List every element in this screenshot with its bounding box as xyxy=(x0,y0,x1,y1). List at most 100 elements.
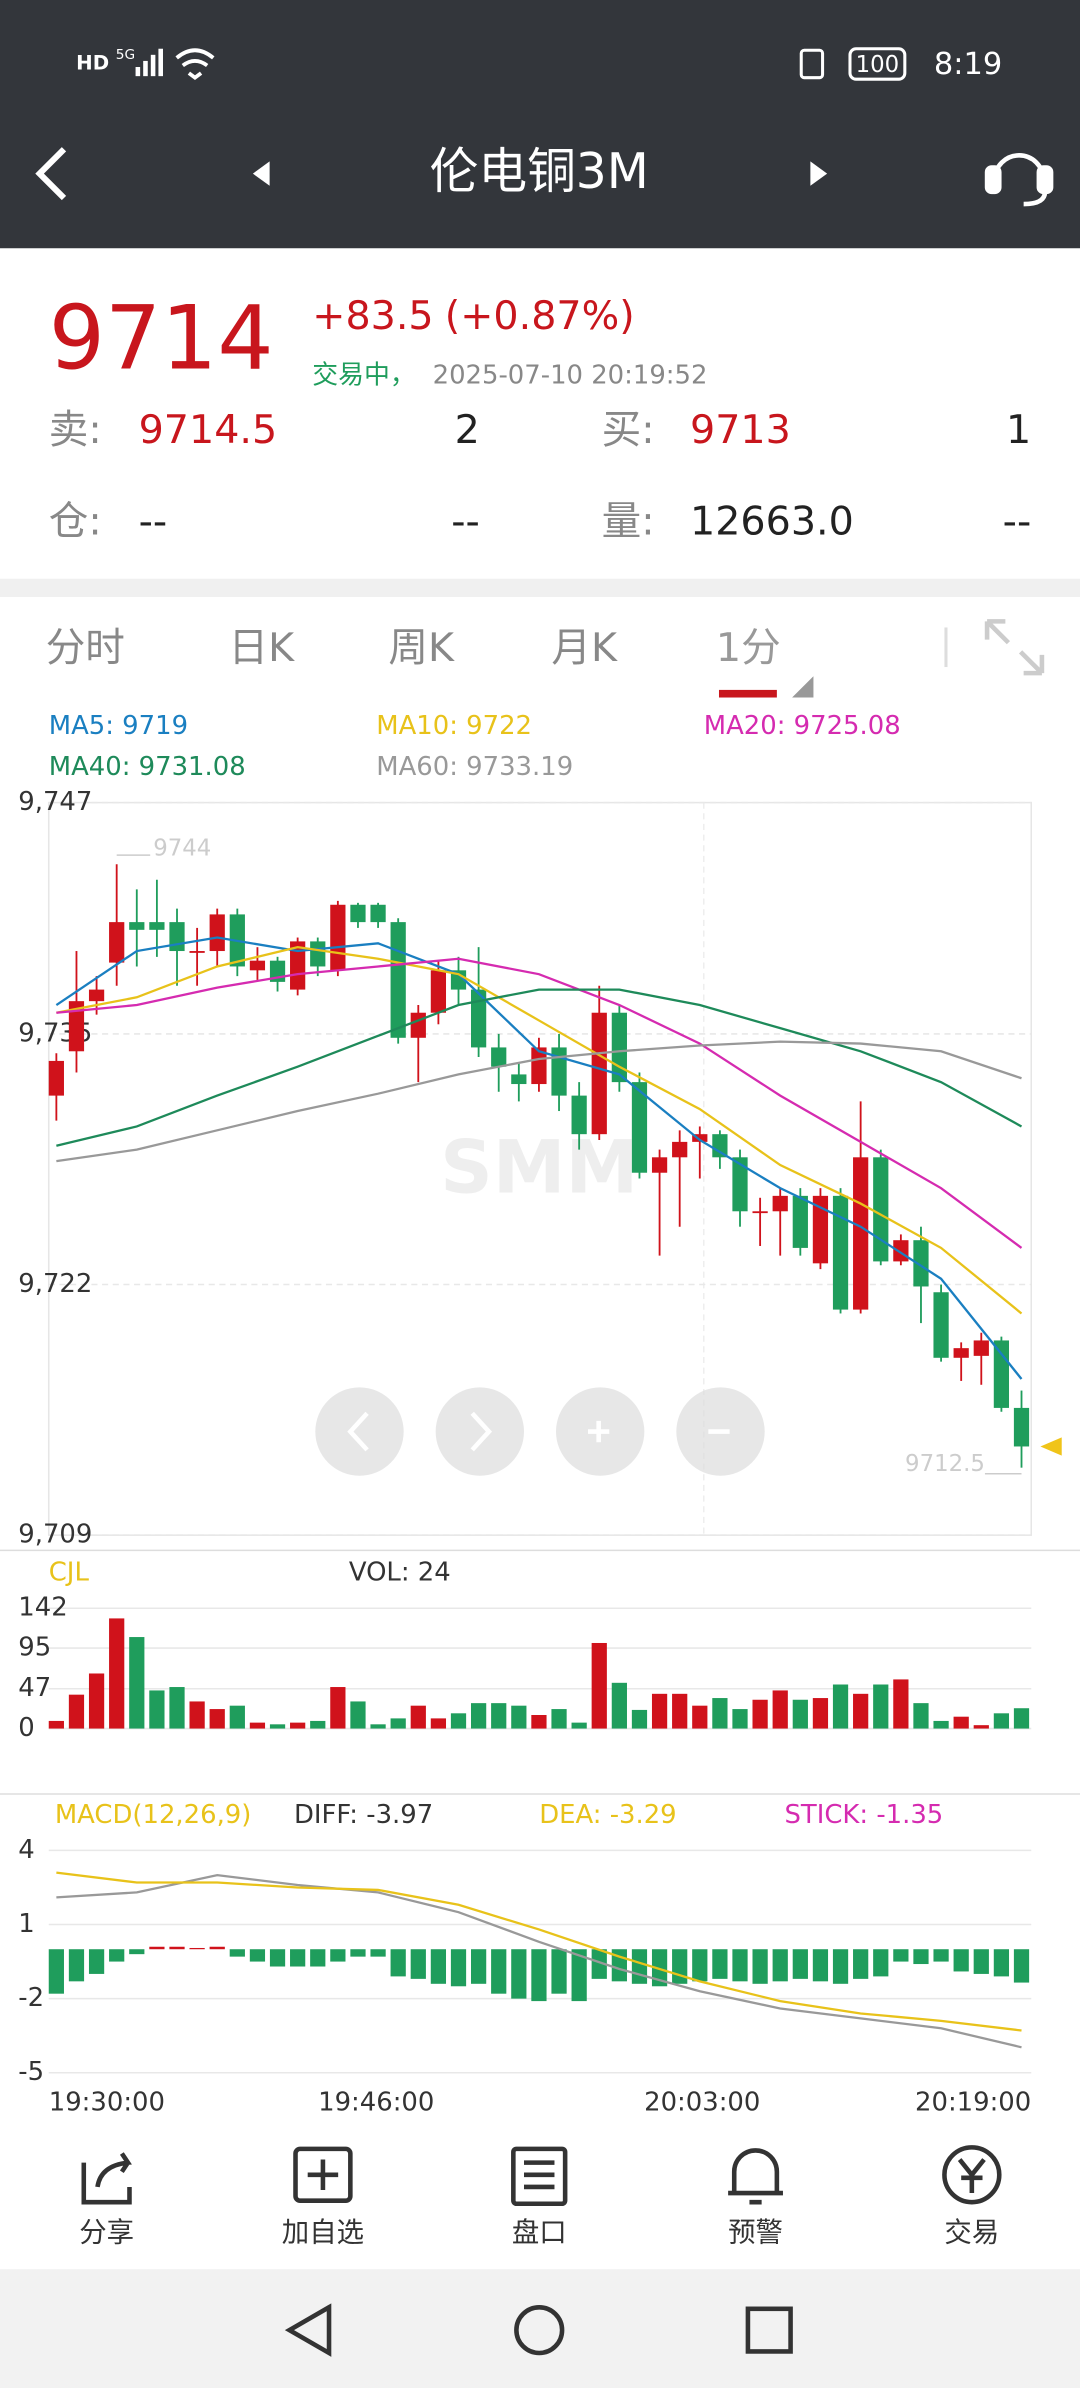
macd-bar xyxy=(853,1949,869,1979)
prev-button[interactable] xyxy=(252,161,270,186)
dea-label: DEA: -3.29 xyxy=(539,1800,676,1830)
low-label: 9712.5 xyxy=(905,1451,985,1477)
ma-line xyxy=(55,936,1023,1380)
ma-legend: MA40: 9731.08 xyxy=(49,752,246,782)
tab[interactable]: 分时 xyxy=(46,625,125,671)
chart-control[interactable] xyxy=(315,1387,404,1476)
next-button[interactable] xyxy=(810,161,828,186)
candle-body xyxy=(430,970,447,1013)
chart-control[interactable] xyxy=(435,1387,525,1476)
diff-line xyxy=(56,1873,1022,2049)
candle-body xyxy=(692,1134,708,1142)
volume-bar xyxy=(672,1693,688,1729)
candle-body xyxy=(330,904,346,971)
volume-bar xyxy=(933,1720,949,1729)
macd-bar xyxy=(88,1949,105,1974)
divider xyxy=(0,578,1080,597)
service-button[interactable] xyxy=(984,153,1054,207)
time-label: 20:03:00 xyxy=(644,2088,760,2118)
toolbar-alert[interactable]: 预警 xyxy=(728,2218,783,2249)
volume-bar xyxy=(68,1694,85,1729)
tab[interactable]: 周K xyxy=(388,625,455,671)
toolbar-trade[interactable]: 交易 xyxy=(944,2218,999,2249)
clock: 8:19 xyxy=(934,47,1002,82)
volume-bar xyxy=(209,1709,225,1729)
candle-body xyxy=(752,1211,768,1214)
macd-bar xyxy=(48,1949,64,1994)
volume-bar xyxy=(732,1709,748,1729)
tab-dropdown xyxy=(792,676,814,698)
y-tick-label: 1 xyxy=(18,1909,34,1939)
volume-bar xyxy=(832,1684,849,1729)
candle-body xyxy=(531,1047,547,1085)
nav-recent[interactable] xyxy=(745,2306,793,2354)
vol-label: 量: xyxy=(602,498,655,544)
volume-bar xyxy=(370,1724,386,1729)
volume-bar xyxy=(310,1720,326,1729)
macd-bar xyxy=(390,1949,406,1977)
candle-body xyxy=(712,1134,728,1158)
volume-bar xyxy=(330,1687,346,1729)
candle-body xyxy=(1013,1407,1030,1447)
candle-body xyxy=(310,941,326,967)
candle-body xyxy=(913,1240,929,1287)
candle-body xyxy=(953,1348,969,1358)
macd-bar xyxy=(631,1949,648,1984)
volume-bar xyxy=(692,1705,708,1729)
buy-label: 买: xyxy=(602,407,655,453)
candle-body xyxy=(350,904,366,923)
candle-body xyxy=(631,1082,648,1173)
macd-bar xyxy=(732,1949,748,1982)
y-tick-label: 9,722 xyxy=(18,1269,92,1299)
candle-body xyxy=(370,904,386,923)
macd-bar xyxy=(651,1949,668,1987)
macd-bar xyxy=(430,1949,447,1984)
volume-bar xyxy=(350,1701,366,1729)
macd-bar xyxy=(269,1949,286,1967)
buy-price: 9713 xyxy=(690,407,791,453)
toolbar-watch[interactable]: 加自选 xyxy=(282,2218,364,2249)
ma-legend: MA20: 9725.08 xyxy=(704,711,901,741)
header-bg xyxy=(0,0,1080,249)
chart-control-icon xyxy=(587,1420,610,1443)
battery: 100 xyxy=(856,52,900,78)
y-tick-label: 9,747 xyxy=(18,787,92,817)
macd-bar xyxy=(129,1949,145,1955)
toolbar-book[interactable]: 盘口 xyxy=(512,2218,567,2249)
y-tick-label: 47 xyxy=(18,1673,51,1703)
volume-bar xyxy=(571,1722,587,1729)
ma-legend: MA60: 9733.19 xyxy=(376,752,573,782)
volume-bar xyxy=(491,1703,507,1729)
macd-bar xyxy=(973,1949,989,1974)
back-button[interactable] xyxy=(35,147,67,201)
y-tick-label: 142 xyxy=(18,1593,67,1623)
macd-bar xyxy=(913,1949,929,1965)
sell-label: 卖: xyxy=(49,407,102,453)
volume-bar xyxy=(48,1720,64,1729)
volume-bar xyxy=(752,1699,768,1729)
volume-bar xyxy=(591,1642,607,1729)
y-tick-label: -5 xyxy=(18,2057,44,2087)
tab[interactable]: 月K xyxy=(551,625,618,671)
toolbar-share[interactable]: 分享 xyxy=(79,2218,134,2249)
candle-body xyxy=(853,1157,869,1310)
vol-change: -- xyxy=(1003,498,1032,544)
candle-body xyxy=(149,922,165,930)
y-tick-label: 9,709 xyxy=(18,1520,92,1550)
watermark: SMM xyxy=(440,1126,638,1211)
volume-bar xyxy=(109,1618,125,1729)
nav-back[interactable] xyxy=(284,2303,332,2357)
diff-label: DIFF: -3.97 xyxy=(294,1800,433,1830)
tab[interactable]: 日K xyxy=(228,625,295,671)
volume-bar xyxy=(712,1698,728,1729)
sell-price: 9714.5 xyxy=(139,407,278,453)
candle-body xyxy=(410,1012,426,1038)
oi-change: -- xyxy=(451,498,480,544)
candle-body xyxy=(88,989,105,1002)
macd-bar xyxy=(189,1947,205,1950)
nav-home[interactable] xyxy=(514,2304,565,2356)
tab[interactable]: 1分 xyxy=(716,625,781,671)
macd-bar xyxy=(993,1949,1010,1977)
fullscreen-button[interactable] xyxy=(984,619,1045,676)
volume-bar xyxy=(772,1690,788,1729)
